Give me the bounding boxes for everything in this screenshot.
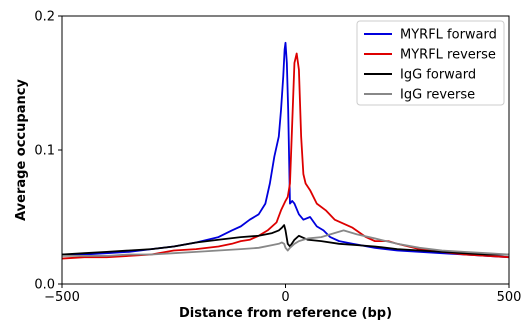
- legend-label-0: MYRFL forward: [400, 28, 497, 43]
- x-tick-label: 500: [497, 290, 522, 305]
- legend: MYRFL forward MYRFL reverse IgG forward IgG…: [356, 20, 505, 106]
- y-axis-title: Average occupancy: [14, 79, 29, 221]
- y-tick-label: 0.2: [34, 10, 55, 25]
- x-axis-title: Distance from reference (bp): [179, 306, 392, 321]
- series-line-3: [62, 229, 510, 257]
- y-tick-label: 0.1: [34, 144, 55, 159]
- series-layer: [61, 41, 510, 260]
- legend-entries: MYRFL forward MYRFL reverse IgG forward IgG…: [364, 28, 497, 103]
- legend-label-3: IgG reverse: [400, 88, 475, 103]
- legend-box: [356, 20, 505, 106]
- legend-label-1: MYRFL reverse: [400, 48, 496, 63]
- axis-layer: −500 0 500 0.0 0.1 0.2: [34, 10, 521, 306]
- series-line-1: [61, 52, 510, 260]
- y-tick-label: 0.0: [34, 278, 55, 293]
- plot-frame: [61, 15, 510, 285]
- x-tick-label: 0: [281, 290, 289, 305]
- legend-label-2: IgG forward: [400, 68, 476, 83]
- x-tick-label: −500: [44, 290, 80, 305]
- series-line-2: [61, 224, 509, 256]
